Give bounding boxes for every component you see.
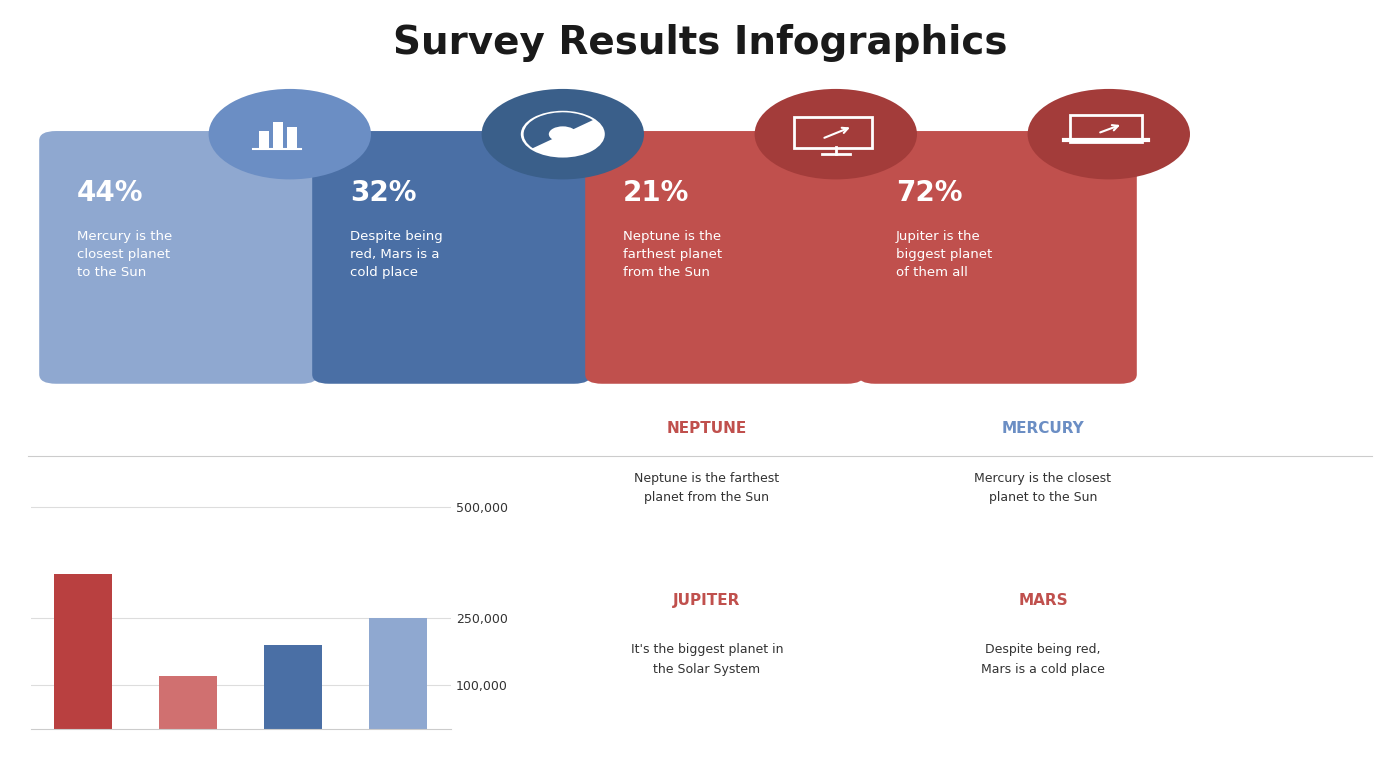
Circle shape <box>482 89 644 179</box>
Text: Jupiter is the
biggest planet
of them all: Jupiter is the biggest planet of them al… <box>896 230 993 279</box>
FancyBboxPatch shape <box>858 131 1137 384</box>
Text: 72%: 72% <box>896 179 963 207</box>
Circle shape <box>1028 89 1190 179</box>
Text: 32%: 32% <box>350 179 417 207</box>
Text: It's the biggest planet in
the Solar System: It's the biggest planet in the Solar Sys… <box>631 644 783 675</box>
Text: Mercury is the
closest planet
to the Sun: Mercury is the closest planet to the Sun <box>77 230 172 279</box>
Text: Neptune is the
farthest planet
from the Sun: Neptune is the farthest planet from the … <box>623 230 722 279</box>
Bar <box>370 619 427 729</box>
FancyBboxPatch shape <box>585 131 864 384</box>
Text: MARS: MARS <box>1018 593 1068 608</box>
Circle shape <box>521 111 605 158</box>
FancyBboxPatch shape <box>259 131 269 148</box>
Wedge shape <box>524 112 592 148</box>
Text: Despite being
red, Mars is a
cold place: Despite being red, Mars is a cold place <box>350 230 442 279</box>
Text: JUPITER: JUPITER <box>673 593 741 608</box>
Circle shape <box>549 126 577 142</box>
Text: Despite being red,
Mars is a cold place: Despite being red, Mars is a cold place <box>981 644 1105 675</box>
Circle shape <box>209 89 371 179</box>
Circle shape <box>755 89 917 179</box>
Bar <box>265 645 322 729</box>
Text: Neptune is the farthest
planet from the Sun: Neptune is the farthest planet from the … <box>634 472 780 504</box>
Text: Survey Results Infographics: Survey Results Infographics <box>393 24 1007 62</box>
Text: 21%: 21% <box>623 179 689 207</box>
FancyBboxPatch shape <box>287 127 297 148</box>
Text: Mercury is the closest
planet to the Sun: Mercury is the closest planet to the Sun <box>974 472 1112 504</box>
Text: 44%: 44% <box>77 179 143 207</box>
Text: MERCURY: MERCURY <box>1001 421 1085 436</box>
Bar <box>55 574 112 729</box>
FancyBboxPatch shape <box>39 131 318 384</box>
Bar <box>160 676 217 729</box>
FancyBboxPatch shape <box>273 122 283 148</box>
FancyBboxPatch shape <box>312 131 591 384</box>
Text: NEPTUNE: NEPTUNE <box>666 421 748 436</box>
